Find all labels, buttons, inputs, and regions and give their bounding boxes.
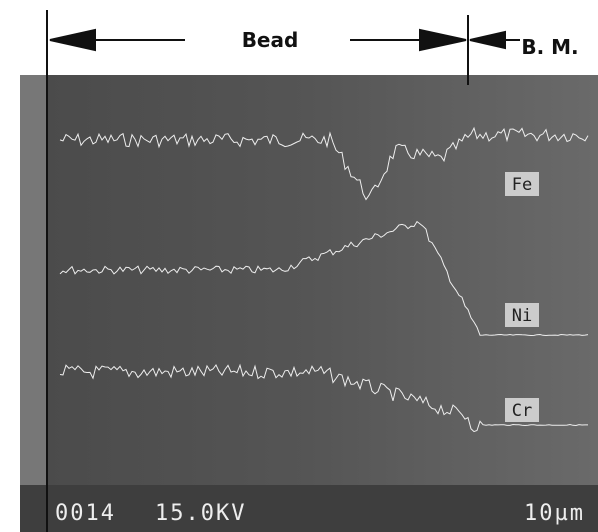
- bead-label: Bead: [242, 28, 299, 52]
- trace-label: Ni: [512, 306, 532, 326]
- figure: Bead B. M. Fe Ni Cr 0014 15.0KV 10µm: [0, 0, 598, 532]
- bead-edge: [20, 75, 48, 532]
- scale: 10µm: [524, 501, 585, 526]
- frame-number: 0014: [55, 501, 116, 526]
- voltage: 15.0KV: [155, 501, 246, 526]
- trace-label: Cr: [512, 401, 532, 421]
- base-metal-label: B. M.: [521, 35, 578, 59]
- trace-label: Fe: [512, 175, 532, 195]
